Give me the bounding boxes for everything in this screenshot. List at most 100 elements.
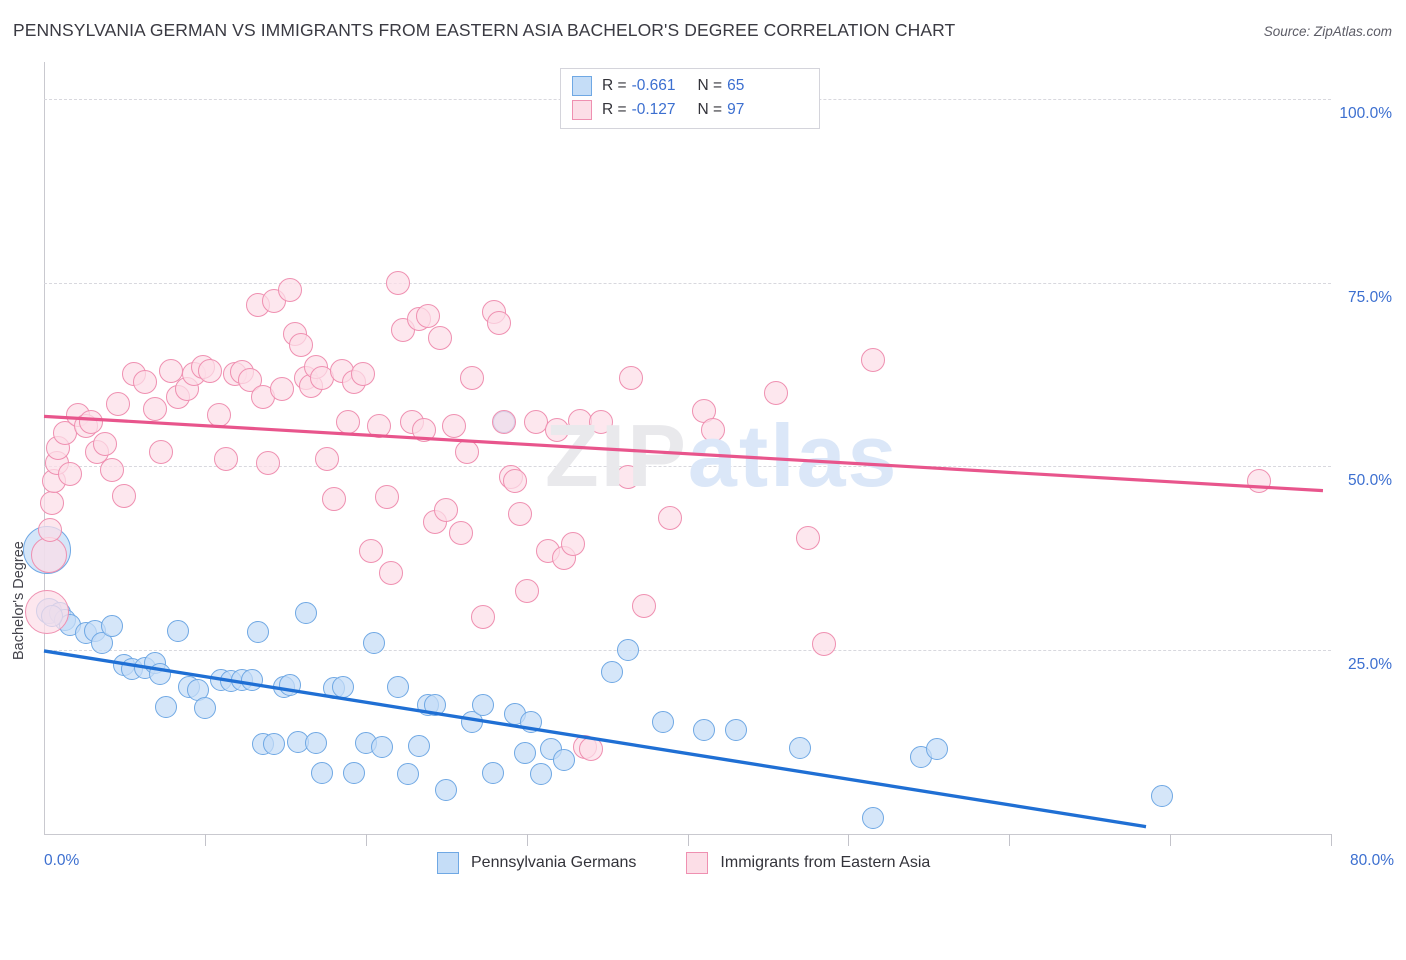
y-axis-title: Bachelor's Degree [11, 541, 34, 960]
scatter-point [143, 397, 167, 422]
scatter-point [370, 735, 393, 758]
scatter-point [385, 270, 410, 295]
scatter-point [311, 761, 334, 784]
scatter-point [295, 602, 318, 625]
stats-r-label-blue: R = [602, 77, 627, 94]
scatter-point [860, 347, 885, 372]
scatter-point [455, 439, 480, 464]
scatter-point [379, 560, 404, 585]
scatter-point [701, 417, 726, 442]
y-axis-tick-label: 50.0% [1348, 472, 1392, 490]
scatter-point [166, 620, 189, 643]
scatter-point [796, 526, 821, 551]
scatter-point [530, 763, 553, 786]
scatter-point [545, 417, 570, 442]
scatter-point [416, 303, 441, 328]
stats-r-value-pink: -0.127 [631, 101, 676, 118]
y-axis-tick-label: 75.0% [1348, 288, 1392, 306]
gridline [44, 466, 1331, 468]
scatter-point [38, 518, 63, 543]
scatter-point [1246, 469, 1271, 494]
stats-r-label-pink: R = [602, 101, 627, 118]
scatter-point [93, 432, 118, 457]
scatter-point [304, 731, 327, 754]
legend-item-immigrants-from-eastern-asia[interactable]: Immigrants from Eastern Asia [686, 852, 930, 874]
plot-area [23, 62, 1331, 834]
scatter-point [193, 697, 216, 720]
scatter-point [78, 410, 103, 435]
scatter-point [471, 605, 496, 630]
legend-item-pennsylvania-germans[interactable]: Pennsylvania Germans [437, 852, 636, 874]
scatter-point [1151, 784, 1174, 807]
legend-label-immigrants-from-eastern-asia: Immigrants from Eastern Asia [720, 854, 931, 871]
stats-row-immigrants-from-eastern-asia: R = -0.127 N = 97 [572, 98, 744, 122]
source-attribution: Source: ZipAtlas.com [1263, 24, 1392, 39]
scatter-point [30, 536, 67, 573]
scatter-point [133, 369, 158, 394]
scatter-point [321, 487, 346, 512]
scatter-point [411, 417, 436, 442]
x-axis-tick [204, 834, 206, 846]
chart-legend: Pennsylvania Germans Immigrants from Eas… [437, 850, 980, 876]
gridline [44, 650, 1331, 652]
scatter-point [616, 639, 639, 662]
x-axis-tick [365, 834, 367, 846]
scatter-point [763, 380, 788, 405]
scatter-point [362, 631, 385, 654]
stats-n-label-blue: N = [697, 77, 723, 94]
scatter-point [25, 589, 70, 634]
scatter-point [435, 778, 458, 801]
x-axis-tick [1170, 834, 1172, 846]
scatter-point [332, 675, 355, 698]
scatter-point [197, 358, 222, 383]
scatter-point [40, 491, 65, 516]
scatter-point [374, 485, 399, 510]
scatter-point [442, 413, 467, 438]
scatter-point [149, 439, 174, 464]
scatter-point [336, 410, 361, 435]
scatter-point [789, 736, 812, 759]
scatter-point [657, 505, 682, 530]
scatter-point [925, 737, 948, 760]
scatter-point [514, 742, 537, 765]
x-axis-label-min: 0.0% [44, 852, 80, 869]
scatter-point [255, 450, 280, 475]
scatter-point [619, 366, 644, 391]
y-axis-tick-label: 100.0% [1339, 104, 1392, 122]
scatter-point [57, 461, 82, 486]
scatter-point [366, 413, 391, 438]
scatter-point [99, 458, 124, 483]
stats-swatch-blue [572, 76, 592, 96]
scatter-point [724, 719, 747, 742]
scatter-point [652, 710, 675, 733]
scatter-point [615, 465, 640, 490]
correlation-chart: PENNSYLVANIA GERMAN VS IMMIGRANTS FROM E… [11, 20, 1394, 876]
scatter-point [503, 469, 528, 494]
scatter-point [106, 391, 130, 416]
scatter-point [112, 483, 137, 508]
scatter-point [514, 579, 539, 604]
scatter-point [343, 761, 366, 784]
stats-n-value-blue: 65 [727, 77, 745, 94]
scatter-point [270, 377, 295, 402]
scatter-point [315, 447, 340, 472]
scatter-point [427, 325, 452, 350]
scatter-point [350, 362, 375, 387]
scatter-point [148, 662, 171, 685]
stats-r-value-blue: -0.661 [631, 77, 676, 94]
scatter-point [396, 762, 419, 785]
legend-swatch-immigrants-from-eastern-asia [686, 852, 709, 874]
scatter-point [289, 333, 314, 358]
stats-swatch-pink [572, 100, 592, 120]
scatter-point [240, 668, 263, 691]
stats-n-value-pink: 97 [727, 101, 745, 118]
scatter-point [487, 311, 512, 335]
scatter-point [246, 620, 269, 643]
x-axis-tick [1009, 834, 1011, 846]
scatter-point [508, 502, 533, 527]
scatter-point [861, 806, 884, 829]
scatter-point [423, 694, 446, 717]
scatter-point [263, 733, 286, 756]
legend-swatch-pennsylvania-germans [437, 852, 459, 874]
scatter-point [407, 734, 430, 757]
